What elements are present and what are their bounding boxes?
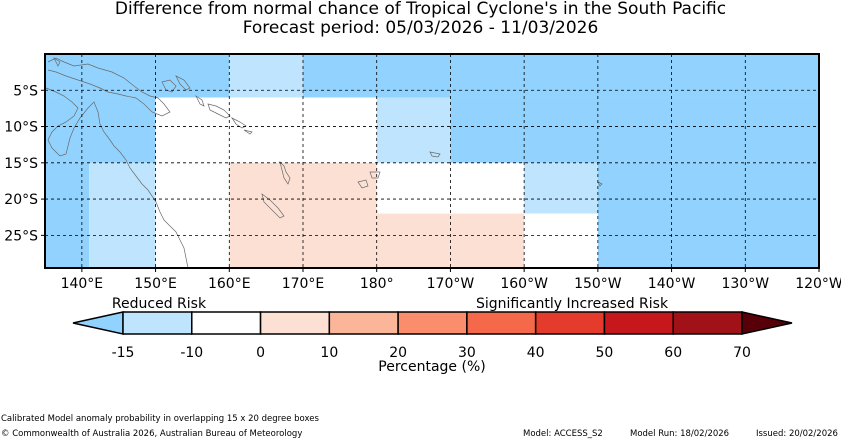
- fiji-vanua-levu: [369, 171, 381, 179]
- lon-tick-label: 160°E: [208, 276, 251, 292]
- bismarck-islands: [161, 79, 177, 93]
- anomaly-cell: [89, 162, 156, 268]
- model-name: Model: ACCESS_S2: [523, 429, 603, 439]
- map-frame: [44, 53, 820, 269]
- vanuatu: [279, 160, 291, 185]
- anomaly-cell: [376, 97, 451, 163]
- issued-date: Issued: 20/02/2026: [756, 429, 838, 439]
- latitude-ticks: 5°S 10°S 15°S 20°S 25°S: [4, 83, 45, 244]
- colorbar-segment: [466, 311, 537, 335]
- colorbar-segments: [122, 311, 743, 335]
- anomaly-cell: [597, 162, 819, 268]
- lon-tick-label: 140°E: [61, 276, 104, 292]
- colorbar: Reduced Risk Significantly Increased Ris…: [72, 296, 793, 375]
- copyright-note: © Commonwealth of Australia 2026, Austra…: [1, 429, 303, 439]
- anomaly-cell: [155, 97, 230, 163]
- anomaly-cell: [155, 162, 230, 268]
- anomaly-cell: [45, 162, 90, 268]
- french-polynesia: [597, 181, 603, 187]
- anomaly-cell: [450, 97, 819, 163]
- lon-tick-label: 140°W: [648, 276, 696, 292]
- reduced-risk-label: Reduced Risk: [112, 296, 207, 312]
- colorbar-segment: [534, 311, 606, 335]
- new-guinea-coast: [47, 57, 171, 117]
- colorbar-tick-label: 50: [596, 345, 614, 361]
- anomaly-cell: [229, 54, 303, 98]
- colorbar-segment: [672, 311, 743, 335]
- lon-tick-label: 170°W: [427, 276, 475, 292]
- colorbar-over-arrow: [741, 311, 793, 335]
- new-ireland: [175, 75, 191, 91]
- colorbar-tick-label: -10: [180, 345, 203, 361]
- lat-tick-label: 15°S: [4, 156, 38, 172]
- lat-tick-label: 10°S: [4, 120, 38, 136]
- colorbar-segment: [397, 311, 468, 335]
- samoa: [429, 151, 441, 158]
- lon-tick-label: 150°W: [574, 276, 622, 292]
- guadalcanal: [230, 117, 247, 129]
- lon-tick-label: 150°E: [134, 276, 177, 292]
- lon-tick-label: 160°W: [500, 276, 548, 292]
- solomon-islands: [207, 103, 231, 119]
- colorbar-under-arrow: [72, 311, 124, 335]
- australia-coast: [45, 87, 189, 269]
- model-run-date: Model Run: 18/02/2026: [630, 429, 730, 439]
- bougainville: [195, 94, 205, 107]
- anomaly-cells: [45, 54, 819, 268]
- colorbar-tick-label: 60: [664, 345, 682, 361]
- colorbar-tick-labels: -15 -10 0 10 20 30 40 50 60 70: [112, 345, 751, 361]
- colorbar-segment: [328, 311, 399, 335]
- colorbar-tick-label: 0: [256, 345, 265, 361]
- anomaly-cell: [229, 97, 377, 163]
- colorbar-tick-label: 20: [389, 345, 407, 361]
- increased-risk-label: Significantly Increased Risk: [476, 296, 669, 312]
- torres-islands: [53, 56, 61, 67]
- lon-tick-label: 180°: [360, 276, 394, 292]
- colorbar-segment: [603, 311, 674, 335]
- colorbar-axis-label: Percentage (%): [378, 359, 485, 375]
- anomaly-cell: [303, 54, 819, 98]
- chart-title: Difference from normal chance of Tropica…: [114, 0, 727, 19]
- anomaly-cell: [45, 54, 230, 98]
- method-note: Calibrated Model anomaly probability in …: [1, 414, 319, 424]
- colorbar-tick-label: 70: [733, 345, 751, 361]
- san-cristobal: [243, 129, 253, 135]
- fiji-viti-levu: [357, 179, 369, 189]
- lon-tick-label: 120°W: [795, 276, 841, 292]
- new-caledonia: [261, 193, 285, 219]
- lon-tick-label: 170°E: [282, 276, 325, 292]
- forecast-period: Forecast period: 05/03/2026 - 11/03/2026: [242, 18, 599, 38]
- anomaly-cell: [524, 162, 598, 214]
- lat-tick-label: 25°S: [4, 228, 38, 244]
- lon-tick-label: 130°W: [721, 276, 769, 292]
- graticule: [45, 54, 819, 268]
- lat-tick-label: 5°S: [13, 83, 38, 99]
- colorbar-tick-label: 30: [458, 345, 476, 361]
- coastlines: [45, 56, 603, 269]
- colorbar-tick-label: -15: [112, 345, 135, 361]
- anomaly-cell: [524, 213, 598, 268]
- colorbar-segment: [122, 311, 193, 335]
- longitude-ticks: 140°E 150°E 160°E 170°E 180° 170°W 160°W 150°W 1…: [61, 268, 841, 292]
- colorbar-tick-label: 40: [527, 345, 545, 361]
- anomaly-cell: [45, 97, 156, 163]
- lat-tick-label: 20°S: [4, 192, 38, 208]
- colorbar-segment: [191, 311, 262, 335]
- colorbar-segment: [259, 311, 331, 335]
- colorbar-tick-label: 10: [320, 345, 338, 361]
